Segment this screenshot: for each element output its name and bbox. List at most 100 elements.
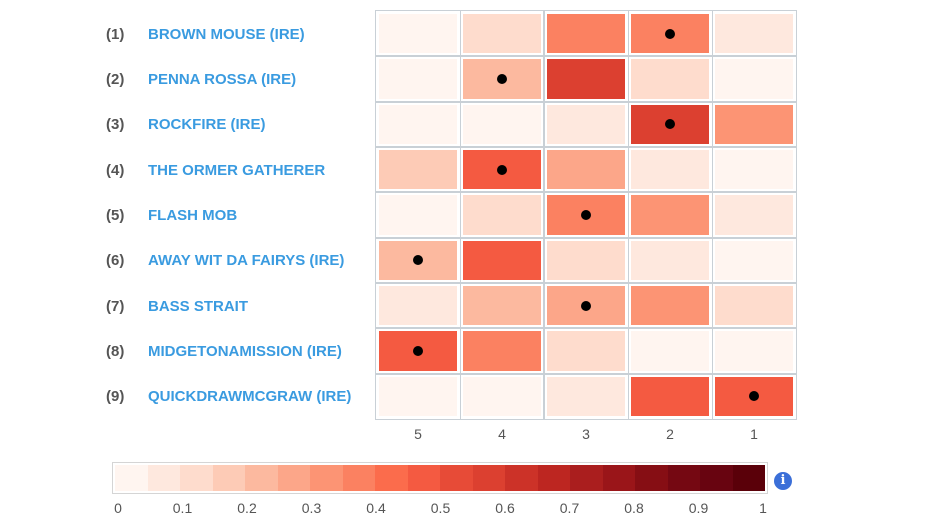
grid-line-horizontal xyxy=(376,55,796,58)
legend-swatch xyxy=(407,465,440,491)
row-label: (3) ROCKFIRE (IRE) xyxy=(106,115,266,135)
legend-tick-label: 0.3 xyxy=(301,500,322,516)
legend-swatch xyxy=(212,465,245,491)
selected-marker xyxy=(665,119,675,130)
runner-name-link[interactable]: MIDGETONAMISSION (IRE) xyxy=(148,343,342,360)
row-label: (7) BASS STRAIT xyxy=(106,297,248,317)
selected-marker xyxy=(665,28,675,39)
grid-line-horizontal xyxy=(376,327,796,330)
selected-marker xyxy=(413,346,423,356)
heatmap-cell[interactable] xyxy=(379,59,457,99)
heatmap-cell[interactable] xyxy=(631,286,709,326)
row-rank: (4) xyxy=(106,161,125,179)
heatmap-cell[interactable] xyxy=(379,376,457,416)
grid-line-horizontal xyxy=(376,191,796,194)
heatmap-cell[interactable] xyxy=(631,240,709,280)
legend-swatch xyxy=(277,465,310,491)
legend-swatch xyxy=(732,465,765,491)
heatmap-cell[interactable] xyxy=(631,150,709,190)
legend-tick-label: 0.6 xyxy=(495,500,515,516)
runner-name-link[interactable]: AWAY WIT DA FAIRYS (IRE) xyxy=(148,252,345,270)
runner-name-link[interactable]: PENNA ROSSA (IRE) xyxy=(148,71,297,88)
x-tick-label: 1 xyxy=(750,426,758,442)
selected-marker xyxy=(497,74,507,84)
row-label: (6) AWAY WIT DA FAIRYS (IRE) xyxy=(106,251,344,271)
legend-tick-label: 0.8 xyxy=(624,500,644,516)
info-icon[interactable]: i xyxy=(774,472,792,490)
row-label: (5) FLASH MOB xyxy=(106,206,237,226)
legend-swatch xyxy=(505,465,538,491)
row-label: (4) THE ORMER GATHERER xyxy=(106,161,325,181)
heatmap-cell[interactable] xyxy=(547,14,625,54)
grid-line-vertical xyxy=(543,11,545,419)
legend-swatch xyxy=(245,465,278,491)
legend-tick-label: 1 xyxy=(759,500,767,516)
heatmap-cell[interactable] xyxy=(715,240,793,280)
heatmap-cell[interactable] xyxy=(463,240,541,280)
x-tick-label: 2 xyxy=(666,426,674,442)
selected-marker xyxy=(581,300,591,311)
heatmap-cell[interactable] xyxy=(463,286,541,326)
heatmap-cell[interactable] xyxy=(379,150,457,190)
legend-tick-label: 0 xyxy=(114,500,122,516)
heatmap-cell[interactable] xyxy=(715,286,793,326)
legend-swatch xyxy=(342,465,375,491)
heatmap-cell[interactable] xyxy=(547,150,625,190)
legend-swatch xyxy=(537,465,570,491)
heatmap-cell[interactable] xyxy=(715,150,793,190)
heatmap-cell[interactable] xyxy=(379,14,457,54)
color-legend xyxy=(112,462,768,494)
heatmap-cell[interactable] xyxy=(715,14,793,54)
heatmap-cell[interactable] xyxy=(715,195,793,235)
heatmap-cell[interactable] xyxy=(379,195,457,235)
heatmap-cell[interactable] xyxy=(547,59,625,99)
row-rank: (6) xyxy=(106,252,125,270)
legend-swatch xyxy=(602,465,635,491)
x-tick-label: 4 xyxy=(498,426,506,442)
heatmap-cell[interactable] xyxy=(379,286,457,326)
runner-name-link[interactable]: THE ORMER GATHERER xyxy=(148,161,326,179)
heatmap-cell[interactable] xyxy=(631,331,709,371)
heatmap-cell[interactable] xyxy=(547,104,625,144)
grid-line-vertical xyxy=(459,11,461,419)
heatmap-cell[interactable] xyxy=(631,195,709,235)
runner-name-link[interactable]: BROWN MOUSE (IRE) xyxy=(148,25,305,43)
runner-name-link[interactable]: FLASH MOB xyxy=(148,207,238,224)
row-label: (9) QUICKDRAWMCGRAW (IRE) xyxy=(106,387,351,407)
selected-marker xyxy=(497,164,507,175)
grid-line-horizontal xyxy=(376,100,796,103)
heatmap-cell[interactable] xyxy=(379,104,457,144)
heatmap-cell[interactable] xyxy=(715,331,793,371)
heatmap-cell[interactable] xyxy=(715,104,793,144)
heatmap-cell[interactable] xyxy=(463,104,541,144)
x-tick-label: 3 xyxy=(582,426,590,442)
heatmap-cell[interactable] xyxy=(631,59,709,99)
grid-line-horizontal xyxy=(376,146,796,148)
heatmap-cell[interactable] xyxy=(547,376,625,416)
row-rank: (8) xyxy=(106,343,125,360)
row-rank: (5) xyxy=(106,207,125,224)
grid-line-horizontal xyxy=(376,372,796,375)
runner-name-link[interactable]: QUICKDRAWMCGRAW (IRE) xyxy=(148,388,352,406)
x-tick-label: 5 xyxy=(414,426,422,442)
heatmap-cell[interactable] xyxy=(547,331,625,371)
grid-line-vertical xyxy=(711,11,713,419)
heatmap-cell[interactable] xyxy=(463,376,541,416)
legend-swatch xyxy=(375,465,408,491)
heatmap-cell[interactable] xyxy=(715,59,793,99)
row-label: (2) PENNA ROSSA (IRE) xyxy=(106,70,296,90)
legend-swatch xyxy=(310,465,343,491)
selected-marker xyxy=(581,210,591,220)
row-rank: (7) xyxy=(106,297,125,315)
runner-name-link[interactable]: ROCKFIRE (IRE) xyxy=(148,116,266,134)
runner-name-link[interactable]: BASS STRAIT xyxy=(148,297,249,315)
legend-swatch xyxy=(472,465,505,491)
row-rank: (2) xyxy=(106,71,125,88)
heatmap-cell[interactable] xyxy=(631,376,709,416)
legend-swatch xyxy=(115,465,148,491)
heatmap-cell[interactable] xyxy=(547,240,625,280)
heatmap-cell[interactable] xyxy=(463,195,541,235)
row-rank: (9) xyxy=(106,388,125,406)
heatmap-cell[interactable] xyxy=(463,331,541,371)
heatmap-cell[interactable] xyxy=(463,14,541,54)
